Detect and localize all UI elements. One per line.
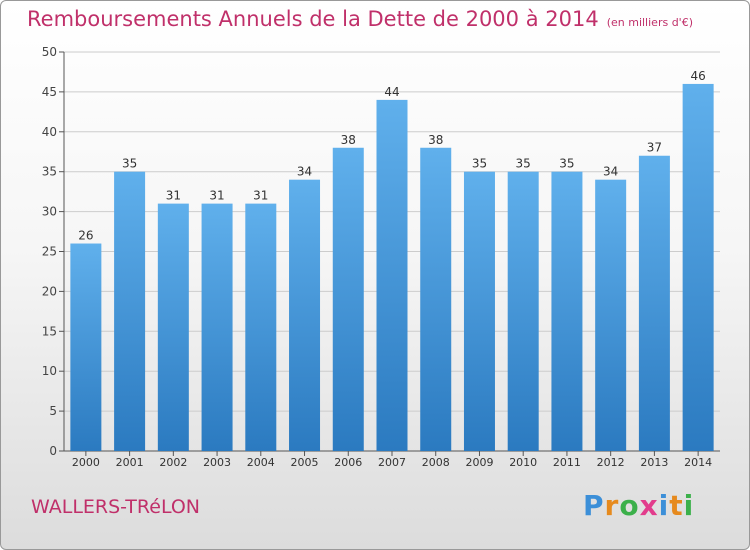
logo-letter: P (583, 489, 605, 522)
commune-name: WALLERS-TRéLON (31, 496, 201, 518)
y-tick-label: 0 (49, 444, 57, 458)
x-tick-label: 2011 (553, 456, 581, 469)
bar (245, 203, 277, 451)
bar (595, 179, 627, 451)
bar-value-label: 35 (472, 157, 487, 171)
x-tick-label: 2005 (291, 456, 319, 469)
logo-letter: i (658, 489, 670, 522)
x-tick-label: 2006 (334, 456, 362, 469)
bars (70, 83, 714, 452)
bar (114, 171, 146, 451)
x-tick-label: 2002 (159, 456, 187, 469)
y-tick-label: 5 (49, 404, 57, 418)
y-tick-label: 20 (42, 284, 57, 298)
bar-value-label: 31 (166, 189, 181, 203)
bar (463, 171, 495, 451)
bar (638, 155, 670, 452)
proxiti-logo[interactable]: Proxiti (583, 489, 694, 522)
bar (332, 147, 364, 451)
bar-value-label: 35 (559, 157, 574, 171)
bar-value-label: 35 (516, 157, 531, 171)
logo-letter: t (669, 489, 684, 522)
title-main: Remboursements Annuels de la Dette de 20… (27, 7, 599, 31)
x-tick-label: 2007 (378, 456, 406, 469)
bar (507, 171, 539, 451)
logo-letter: x (639, 489, 659, 522)
y-tick-label: 50 (42, 45, 57, 59)
y-tick-label: 15 (42, 324, 57, 338)
bar (376, 99, 408, 451)
logo-letter: i (683, 489, 695, 522)
bar-value-label: 31 (253, 189, 268, 203)
x-tick-label: 2014 (684, 456, 712, 469)
y-tick-label: 35 (42, 165, 57, 179)
bar (157, 203, 189, 451)
bar-value-label: 26 (78, 229, 93, 243)
bar (70, 243, 102, 451)
x-tick-label: 2008 (422, 456, 450, 469)
bar-value-label: 46 (690, 69, 705, 83)
logo-letter: o (619, 489, 640, 522)
bar (551, 171, 583, 451)
bar (420, 147, 452, 451)
bar-value-label: 37 (647, 141, 662, 155)
x-tick-label: 2009 (465, 456, 493, 469)
x-tick-label: 2013 (640, 456, 668, 469)
bar (289, 179, 321, 451)
x-tick-label: 2001 (116, 456, 144, 469)
bar (682, 83, 714, 452)
bar-value-label: 35 (122, 157, 137, 171)
y-tick-label: 40 (42, 125, 57, 139)
x-tick-label: 2004 (247, 456, 275, 469)
axes: 0 5 10 15 20 25 30 35 40 45 50 2000 2001 2002 2003 2004… (42, 45, 720, 469)
bar-value-label: 34 (603, 165, 618, 179)
x-tick-label: 2000 (72, 456, 100, 469)
bar-value-label: 38 (428, 133, 443, 147)
bar-value-label: 44 (384, 85, 399, 99)
bar-value-label: 34 (297, 165, 312, 179)
x-tick-label: 2010 (509, 456, 537, 469)
y-tick-label: 10 (42, 364, 57, 378)
bar-value-label: 38 (341, 133, 356, 147)
x-tick-label: 2012 (597, 456, 625, 469)
title-unit-note: (en milliers d'€) (606, 16, 693, 29)
y-tick-label: 30 (42, 205, 57, 219)
bar-value-label: 31 (209, 189, 224, 203)
data-labels: 26 35 31 31 31 34 38 44 38 35 35 35 34 37 46 (78, 69, 706, 243)
y-tick-label: 45 (42, 85, 57, 99)
bar (201, 203, 233, 451)
y-tick-label: 25 (42, 245, 57, 259)
x-tick-label: 2003 (203, 456, 231, 469)
chart-title: Remboursements Annuels de la Dette de 20… (27, 7, 693, 31)
logo-letter: r (604, 489, 620, 522)
